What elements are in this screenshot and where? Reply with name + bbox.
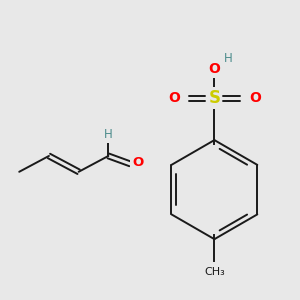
- Text: S: S: [208, 89, 220, 107]
- Text: O: O: [208, 62, 220, 76]
- Text: CH₃: CH₃: [204, 267, 225, 277]
- Text: H: H: [224, 52, 233, 65]
- Text: O: O: [133, 156, 144, 170]
- Text: O: O: [249, 92, 261, 106]
- Text: O: O: [168, 92, 180, 106]
- Text: H: H: [104, 128, 113, 141]
